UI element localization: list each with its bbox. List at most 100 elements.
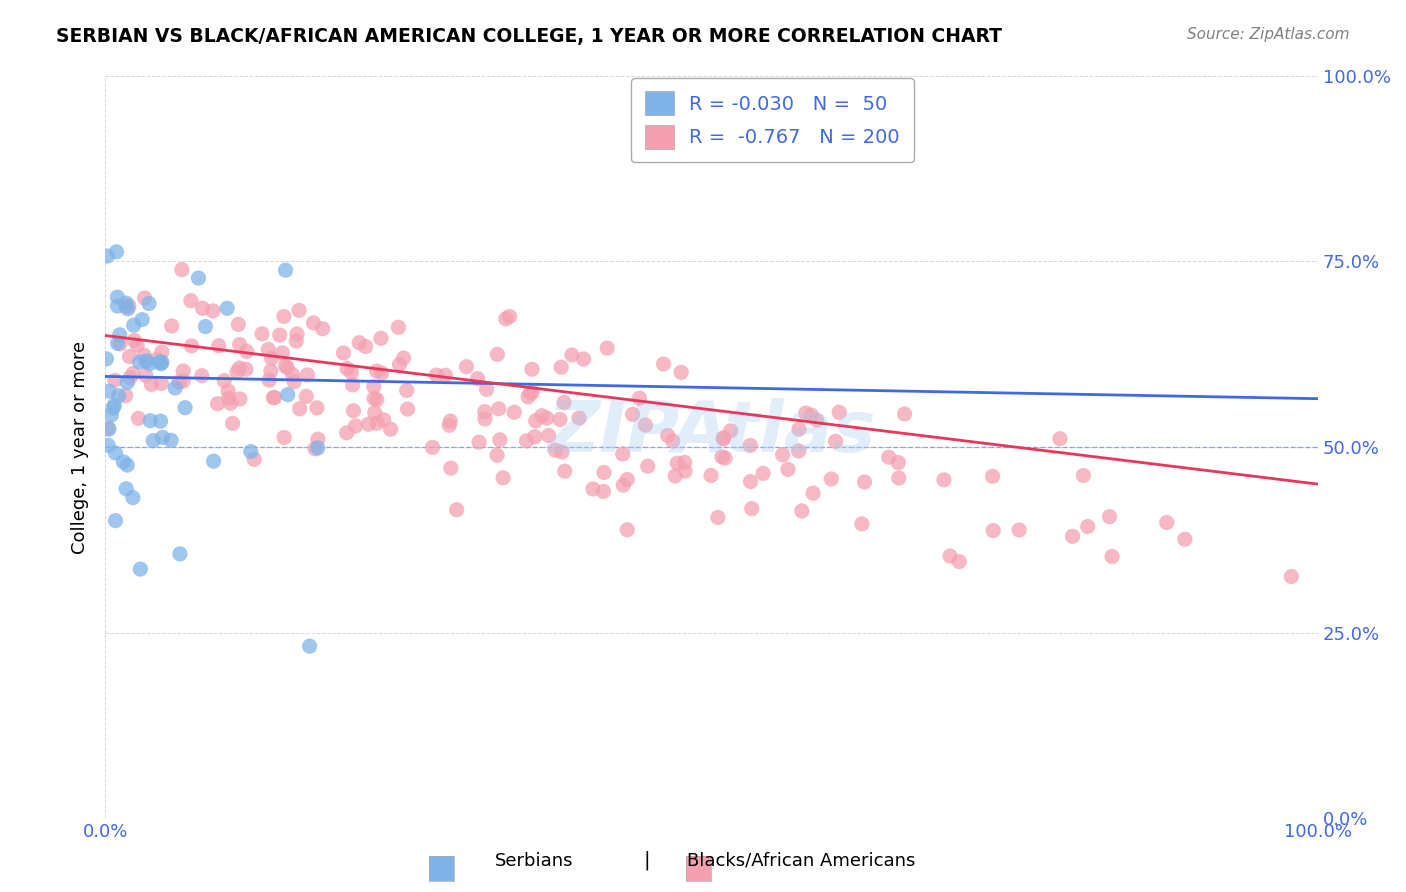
- Point: [342, 378, 364, 392]
- Point: [312, 322, 335, 336]
- Point: [492, 471, 515, 485]
- Point: [138, 357, 160, 371]
- Point: [932, 473, 955, 487]
- Point: [828, 405, 851, 419]
- Point: [519, 385, 541, 400]
- Point: [486, 347, 509, 361]
- Point: [800, 408, 823, 422]
- Point: [887, 456, 910, 470]
- Point: [226, 365, 249, 379]
- Point: [150, 355, 173, 369]
- Point: [342, 403, 364, 417]
- Point: [107, 336, 129, 351]
- Point: [344, 419, 367, 434]
- Point: [96, 249, 118, 263]
- Point: [172, 374, 194, 388]
- Point: [468, 435, 491, 450]
- Point: [117, 376, 139, 390]
- Point: [596, 341, 619, 355]
- Point: [141, 377, 163, 392]
- Point: [666, 456, 689, 470]
- Point: [593, 466, 616, 480]
- Point: [740, 438, 762, 452]
- Point: [208, 339, 231, 353]
- Point: [711, 432, 734, 446]
- Point: [104, 446, 127, 460]
- Point: [790, 504, 813, 518]
- Point: [520, 362, 543, 376]
- Point: [582, 482, 605, 496]
- Point: [217, 301, 239, 316]
- Point: [657, 428, 679, 442]
- Point: [150, 376, 173, 391]
- Point: [787, 422, 810, 436]
- Point: [740, 475, 762, 489]
- Point: [180, 339, 202, 353]
- Point: [1073, 468, 1095, 483]
- Point: [628, 391, 651, 405]
- Point: [269, 328, 291, 343]
- Point: [939, 549, 962, 563]
- Point: [104, 373, 127, 387]
- Point: [364, 406, 387, 420]
- Point: [806, 413, 828, 427]
- Point: [340, 366, 363, 380]
- Point: [1098, 509, 1121, 524]
- Point: [174, 401, 197, 415]
- Point: [981, 524, 1004, 538]
- Point: [122, 491, 145, 505]
- Point: [1101, 549, 1123, 564]
- Point: [752, 467, 775, 481]
- Point: [1279, 569, 1302, 583]
- Point: [561, 348, 583, 362]
- Point: [202, 454, 225, 468]
- Point: [257, 343, 280, 357]
- Point: [127, 338, 149, 352]
- Point: [336, 361, 359, 376]
- Point: [131, 312, 153, 326]
- Point: [191, 368, 214, 383]
- Point: [616, 473, 638, 487]
- Point: [877, 450, 900, 465]
- Point: [149, 357, 172, 371]
- Point: [336, 425, 359, 440]
- Point: [212, 374, 235, 388]
- Point: [97, 422, 120, 436]
- Point: [395, 384, 418, 398]
- Point: [149, 355, 172, 369]
- Point: [503, 405, 526, 419]
- Point: [820, 472, 842, 486]
- Point: [551, 445, 574, 459]
- Point: [260, 351, 283, 366]
- Point: [772, 448, 794, 462]
- Point: [637, 459, 659, 474]
- Point: [363, 379, 385, 393]
- Point: [107, 389, 129, 403]
- Point: [489, 433, 512, 447]
- Point: [396, 402, 419, 417]
- Point: [201, 303, 224, 318]
- Point: [124, 334, 146, 348]
- Point: [160, 434, 183, 448]
- Point: [114, 299, 136, 313]
- Point: [523, 430, 546, 444]
- Point: [851, 516, 873, 531]
- Y-axis label: College, 1 year or more: College, 1 year or more: [72, 341, 89, 554]
- Point: [794, 406, 817, 420]
- Point: [366, 416, 388, 430]
- Point: [114, 389, 136, 403]
- Point: [115, 458, 138, 472]
- Point: [115, 296, 138, 310]
- Point: [720, 424, 742, 438]
- Point: [392, 351, 415, 365]
- Point: [371, 366, 394, 380]
- Point: [145, 352, 167, 367]
- Point: [422, 441, 444, 455]
- Point: [180, 293, 202, 308]
- Point: [495, 311, 517, 326]
- Point: [276, 360, 298, 375]
- Point: [150, 345, 173, 359]
- Point: [217, 384, 239, 398]
- Point: [103, 398, 125, 412]
- Point: [112, 455, 135, 469]
